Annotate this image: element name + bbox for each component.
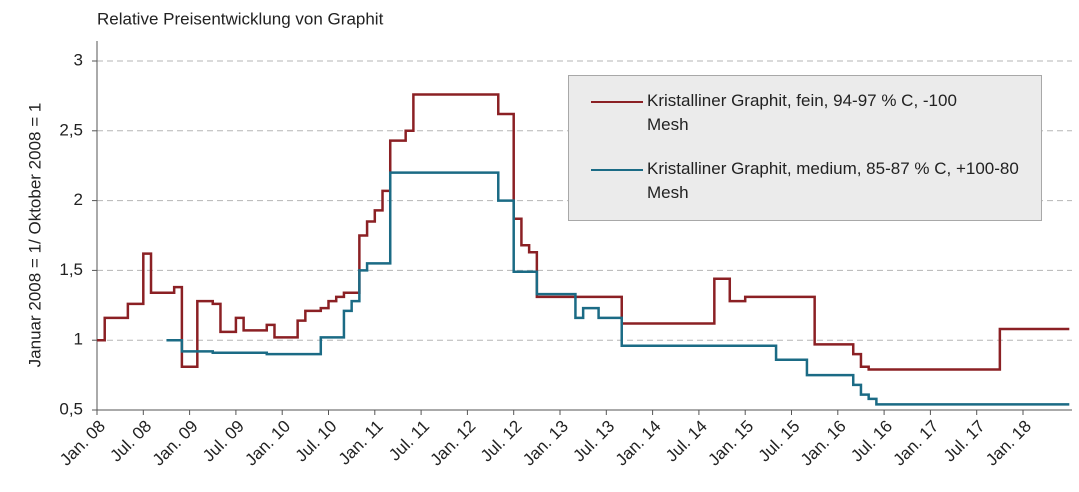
x-tick-label: Jul. 10: [292, 417, 341, 466]
legend-label: Kristalliner Graphit, medium, 85-87 % C,…: [647, 159, 1019, 202]
x-tick-label: Jan. 11: [335, 417, 387, 469]
y-tick-label: 3: [74, 50, 83, 69]
x-tick-label: Jan. 08: [56, 417, 109, 470]
x-tick-label: Jul. 13: [569, 417, 618, 466]
x-tick-label: Jul. 14: [662, 417, 711, 466]
legend-swatch: [591, 101, 643, 103]
y-tick-label: 0,5: [59, 399, 83, 418]
y-axis-label: Januar 2008 = 1/ Oktober 2008 = 1: [25, 103, 44, 368]
series-line: [97, 93, 1070, 371]
x-tick-label: Jan. 15: [704, 417, 757, 470]
x-tick-label: Jan. 12: [427, 417, 480, 470]
x-tick-label: Jan. 18: [982, 417, 1035, 470]
y-tick-label: 1: [74, 330, 83, 349]
legend-swatch: [591, 169, 643, 171]
x-tick-label: Jul. 12: [477, 417, 526, 466]
y-tick-label: 1,5: [59, 260, 83, 279]
series-line: [166, 171, 1070, 406]
x-tick-label: Jul. 15: [755, 417, 804, 466]
legend: Kristalliner Graphit, fein, 94-97 % C, -…: [568, 75, 1042, 221]
x-tick-label: Jul. 08: [106, 417, 155, 466]
y-tick-label: 2,5: [59, 120, 83, 139]
x-tick-label: Jan. 14: [612, 417, 665, 470]
x-tick-label: Jul. 17: [940, 417, 989, 466]
x-tick-label: Jul. 16: [847, 417, 896, 466]
x-tick-label: Jan. 09: [149, 417, 202, 470]
x-tick-label: Jul. 11: [385, 417, 433, 465]
x-tick-label: Jan. 16: [797, 417, 850, 470]
chart-title: Relative Preisentwicklung von Graphit: [97, 9, 384, 28]
x-tick-label: Jan. 17: [890, 417, 943, 470]
x-tick-label: Jul. 09: [199, 417, 248, 466]
x-tick-label: Jan. 13: [519, 417, 572, 470]
y-tick-label: 2: [74, 190, 83, 209]
x-tick-label: Jan. 10: [241, 417, 294, 470]
legend-label: Kristalliner Graphit, fein, 94-97 % C, -…: [647, 91, 957, 134]
